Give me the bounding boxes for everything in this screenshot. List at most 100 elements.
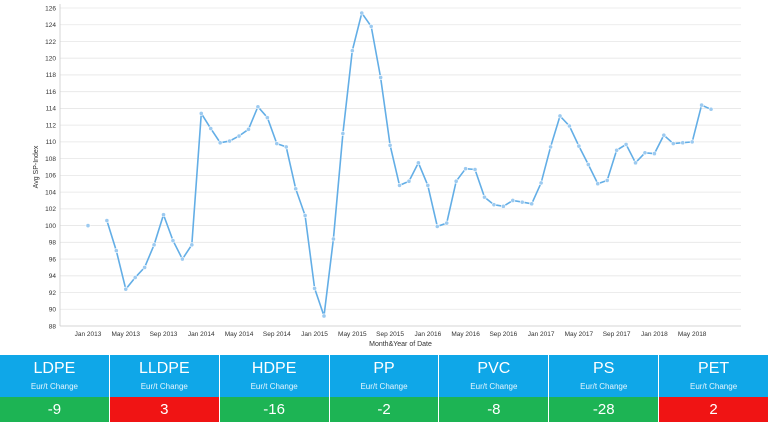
tile-subtitle: Eur/t Change (30, 382, 78, 391)
data-point (283, 144, 289, 150)
tile-subtitle: Eur/t Change (580, 382, 628, 391)
data-point (652, 151, 657, 157)
y-tick-label: 110 (46, 139, 57, 146)
tile-value: -28 (549, 397, 659, 422)
data-point (689, 139, 695, 145)
data-point (85, 223, 91, 228)
data-point (264, 115, 270, 121)
x-tick-label: May 2017 (565, 331, 594, 338)
data-point (217, 140, 223, 146)
data-point (425, 183, 431, 188)
data-point (500, 203, 506, 209)
y-tick-label: 102 (45, 206, 56, 213)
tile-name: PVC (477, 360, 511, 377)
tile-lldpe: LLDPE Eur/t Change 3 (109, 355, 220, 422)
tile-subtitle: Eur/t Change (470, 382, 518, 391)
data-point (680, 140, 686, 146)
x-tick-label: Sep 2013 (150, 331, 178, 338)
y-tick-label: 108 (45, 156, 56, 163)
y-tick-label: 92 (49, 290, 57, 297)
tile-pet: PET Eur/t Change 2 (659, 355, 768, 422)
data-point (170, 238, 176, 244)
tile-name: LLDPE (138, 360, 190, 377)
data-point (255, 104, 261, 110)
data-point (151, 242, 157, 248)
data-point (161, 212, 166, 218)
data-point (132, 275, 138, 280)
data-point (208, 126, 214, 131)
price-change-tiles: LDPE Eur/t Change -9 LLDPE Eur/t Change 3 HDPE… (0, 355, 768, 422)
tile-name: HDPE (251, 360, 297, 377)
tile-subtitle: Eur/t Change (690, 382, 738, 391)
data-point (359, 10, 365, 16)
tile-header: PVC Eur/t Change (439, 355, 549, 397)
tile-subtitle: Eur/t Change (250, 382, 298, 391)
x-tick-label: Sep 2014 (263, 331, 291, 338)
x-tick-label: Jan 2016 (414, 331, 441, 338)
y-tick-label: 96 (49, 256, 57, 263)
tile-name: PP (373, 360, 395, 377)
tile-subtitle: Eur/t Change (140, 382, 188, 391)
data-point (302, 213, 308, 218)
x-tick-label: Jan 2014 (188, 331, 215, 338)
data-point (595, 181, 601, 187)
data-point (453, 178, 459, 184)
data-point (331, 236, 336, 242)
data-point (548, 144, 553, 150)
tile-pvc: PVC Eur/t Change -8 (439, 355, 550, 422)
y-tick-label: 122 (45, 39, 56, 46)
data-point (604, 177, 610, 183)
data-point (567, 123, 572, 129)
data-point (274, 141, 280, 146)
x-axis-ticks: Jan 2013 May 2013 Sep 2013 Jan 2014 May 2014… (75, 331, 707, 338)
line-chart: 88 90 92 94 96 98 100 102 104 106 108 110 112 114 116 1… (33, 4, 741, 348)
data-point (415, 160, 421, 166)
data-point (340, 131, 346, 136)
series-points (85, 10, 714, 319)
data-point (387, 142, 393, 148)
data-point (463, 166, 468, 172)
tile-header: LDPE Eur/t Change (0, 355, 109, 397)
tile-value: -9 (0, 397, 109, 422)
tile-ps: PS Eur/t Change -28 (549, 355, 660, 422)
data-point (699, 102, 704, 108)
data-point (312, 285, 317, 291)
data-point (397, 183, 402, 188)
tile-name: PET (698, 360, 730, 377)
y-tick-label: 106 (45, 173, 56, 180)
tile-name: LDPE (33, 360, 76, 377)
data-point (406, 178, 412, 184)
data-point (368, 24, 374, 29)
data-point (378, 75, 384, 80)
tile-subtitle: Eur/t Change (360, 382, 408, 391)
data-point (491, 202, 497, 208)
y-tick-label: 126 (45, 5, 56, 12)
data-point (519, 199, 525, 205)
data-point (642, 150, 648, 156)
tile-value: -16 (219, 397, 329, 422)
y-axis-ticks: 88 90 92 94 96 98 100 102 104 106 108 110 112 114 116 1… (45, 5, 56, 330)
data-point (614, 147, 620, 153)
data-point (444, 220, 450, 226)
data-point (708, 106, 714, 112)
data-point (179, 256, 185, 262)
data-point (623, 142, 629, 147)
y-tick-label: 118 (46, 72, 57, 79)
tile-header: PP Eur/t Change (329, 355, 439, 397)
y-tick-label: 116 (46, 89, 57, 96)
data-point (510, 198, 516, 203)
data-point (557, 113, 563, 119)
y-axis-label: Avg SP-Index (33, 145, 40, 188)
tile-value: -8 (439, 397, 549, 422)
x-tick-label: Jan 2018 (641, 331, 668, 338)
chart-svg: 88 90 92 94 96 98 100 102 104 106 108 110 112 114 116 1… (33, 4, 741, 348)
data-point (198, 111, 204, 116)
x-tick-label: May 2018 (678, 331, 707, 338)
x-tick-label: May 2015 (338, 331, 367, 338)
data-point (236, 133, 242, 139)
data-point (670, 141, 676, 146)
tile-value: -2 (329, 397, 439, 422)
x-axis-label: Month&Year of Date (369, 341, 432, 348)
data-point (123, 286, 129, 292)
y-tick-label: 90 (49, 307, 57, 314)
